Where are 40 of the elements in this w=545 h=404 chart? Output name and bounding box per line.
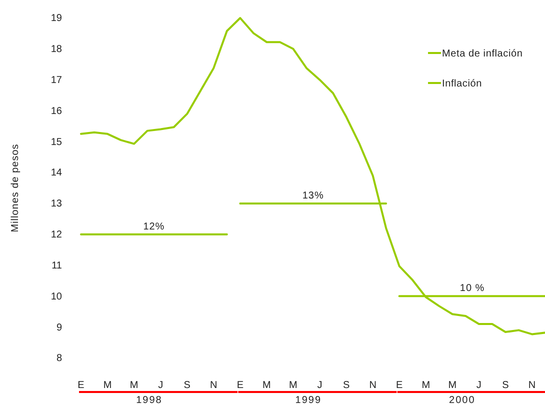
x-tick-label: E [396,380,404,392]
x-tick-label: S [502,380,510,392]
x-tick-label: S [342,380,350,392]
annotation: 12% [143,221,165,232]
y-tick-label: 19 [50,13,62,24]
y-tick-label: 12 [50,230,62,241]
text: 2000 [449,395,476,404]
x-tick-label: E [236,380,244,392]
legend-label: Meta de inflación [442,48,523,60]
x-tick-label: S [184,380,191,392]
x-tick-label: M [103,380,112,392]
y-tick-label: 10 [50,291,62,302]
text: 1998 [136,395,162,404]
y-tick-label: 18 [50,44,62,56]
annotation: 10 % [460,283,485,294]
x-tick-label: M [448,380,457,392]
x-tick-label: J [476,380,482,392]
x-tick-label: J [158,380,164,392]
annotation: 13% [302,190,324,202]
x-tick-label: E [78,380,85,392]
y-tick-label: 11 [52,260,62,272]
x-tick-label: N [528,380,536,392]
x-tick-label: M [289,380,298,392]
y-tick-label: 15 [50,136,62,148]
y-axis-title: Millones de pesos [10,144,21,232]
x-tick-label: N [210,380,218,392]
y-tick-label: 14 [50,168,62,179]
x-tick-label: N [369,380,376,392]
x-tick-label: M [130,380,138,392]
y-tick-label: 9 [56,322,62,334]
y-tick-label: 17 [50,75,62,86]
y-tick-label: 16 [50,106,62,117]
x-tick-label: M [262,380,271,392]
y-tick-label: 13 [50,198,62,210]
y-tick-label: 8 [56,353,62,364]
x-tick-label: J [317,380,322,392]
text: 1999 [295,395,322,404]
x-tick-label: M [422,380,430,392]
legend-label: Inflación [442,78,482,90]
line-series [80,17,545,336]
